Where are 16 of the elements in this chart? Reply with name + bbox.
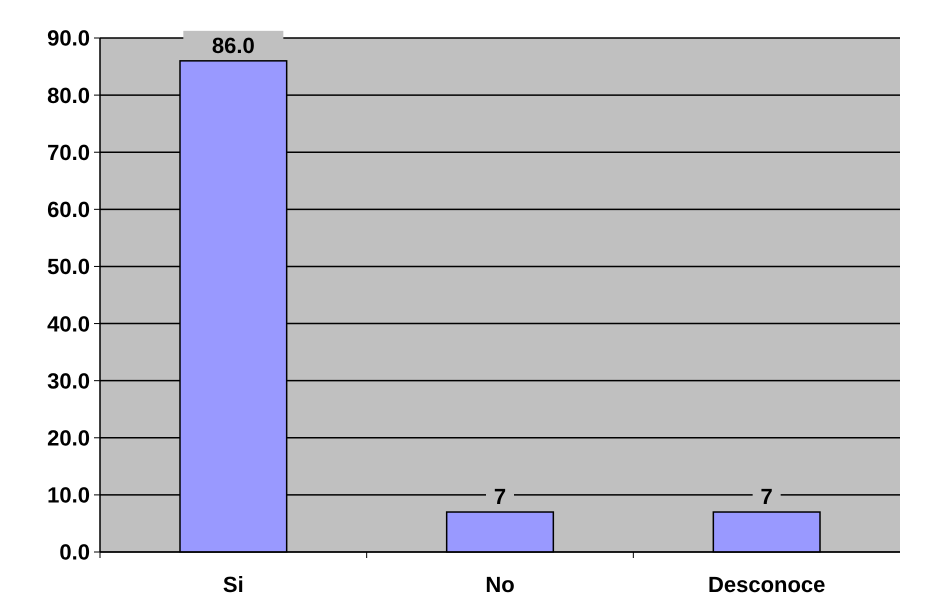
y-tick-label: 70.0 <box>47 140 90 165</box>
y-tick-label: 10.0 <box>47 482 90 508</box>
x-tick-label: Si <box>222 572 244 597</box>
y-tick-label: 30.0 <box>47 368 90 394</box>
y-tick-label: 80.0 <box>47 82 90 108</box>
data-label: 7 <box>494 484 506 510</box>
data-label: 7 <box>760 484 773 510</box>
y-tick-label: 50.0 <box>47 254 90 280</box>
y-tick-label: 60.0 <box>47 197 90 222</box>
y-tick-label: 0.0 <box>59 540 90 565</box>
data-label: 86.0 <box>212 32 255 58</box>
x-tick-label: No <box>485 572 515 597</box>
y-tick-label: 20.0 <box>47 425 90 450</box>
y-tick-label: 90.0 <box>47 26 90 51</box>
x-tick-label: Desconoce <box>708 572 826 597</box>
y-tick-label: 40.0 <box>47 311 90 336</box>
